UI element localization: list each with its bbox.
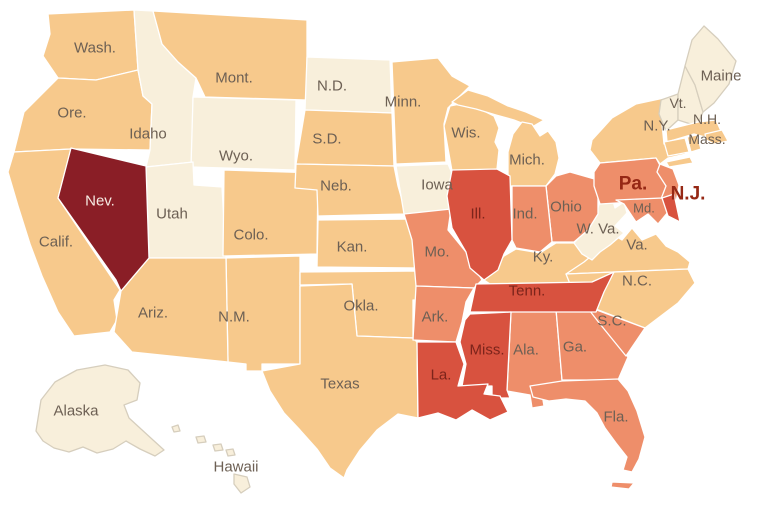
state-ND bbox=[304, 56, 393, 114]
state-AR bbox=[412, 285, 475, 343]
state-SC bbox=[585, 305, 646, 357]
state-HI bbox=[212, 443, 224, 452]
state-FL bbox=[529, 378, 646, 473]
state-CT bbox=[663, 137, 690, 157]
state-NM bbox=[225, 255, 301, 372]
state-UT bbox=[145, 161, 227, 259]
state-IN bbox=[511, 185, 553, 253]
state-MS bbox=[459, 311, 512, 399]
state-HI bbox=[225, 448, 236, 457]
state-KS bbox=[316, 218, 421, 269]
state-label-HI: Hawaii bbox=[213, 459, 258, 476]
state-NV bbox=[57, 147, 150, 292]
state-AK bbox=[35, 364, 165, 457]
state-HI bbox=[233, 473, 251, 494]
state-MA bbox=[704, 129, 729, 145]
state-RI bbox=[686, 134, 702, 153]
state-IL bbox=[446, 168, 513, 281]
state-LA bbox=[416, 341, 509, 421]
state-NY bbox=[665, 156, 694, 168]
state-WA bbox=[42, 9, 139, 81]
state-PA bbox=[593, 157, 671, 205]
state-IA bbox=[395, 163, 455, 215]
state-MI bbox=[507, 121, 560, 187]
state-SD bbox=[295, 109, 395, 167]
state-MN bbox=[391, 57, 471, 165]
state-DE bbox=[661, 193, 681, 223]
state-HI bbox=[171, 424, 181, 433]
state-TN bbox=[469, 271, 615, 313]
state-OR bbox=[13, 69, 153, 153]
state-MI bbox=[451, 89, 545, 128]
state-FL bbox=[610, 481, 635, 490]
state-WY bbox=[190, 96, 297, 171]
state-ME bbox=[684, 25, 737, 113]
state-HI bbox=[195, 435, 207, 444]
state-OH bbox=[545, 171, 599, 243]
state-MT bbox=[152, 10, 308, 101]
state-VT bbox=[658, 93, 679, 132]
state-NE bbox=[294, 163, 407, 217]
